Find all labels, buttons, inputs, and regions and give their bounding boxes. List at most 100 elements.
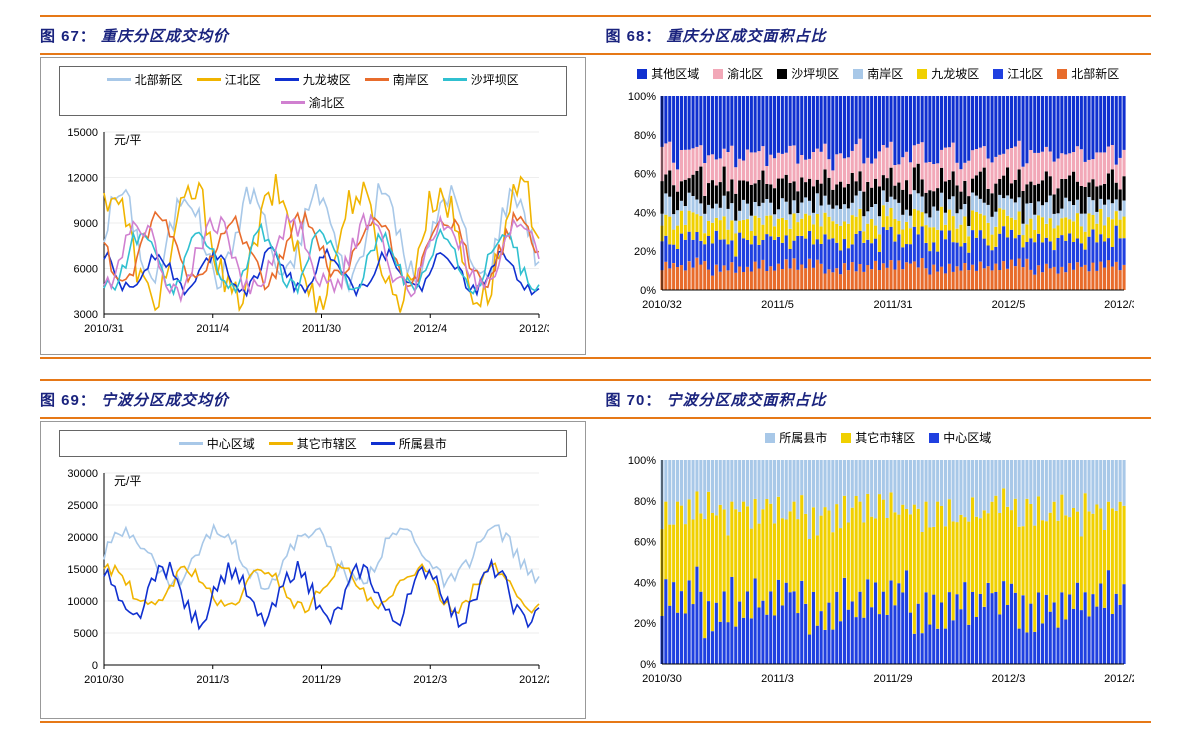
legend-item: 北部新区 (107, 71, 183, 88)
legend-item: 其它市辖区 (269, 435, 357, 452)
legend-label: 南岸区 (867, 65, 903, 82)
legend-swatch (107, 78, 131, 81)
svg-text:20%: 20% (633, 618, 655, 630)
fig68-title: 图 68： 重庆分区成交面积占比 (606, 25, 1152, 46)
row-2-charts: 中心区域其它市辖区所属县市 05000100001500020000250003… (40, 421, 1151, 719)
svg-text:5000: 5000 (74, 628, 98, 640)
panel-69: 图 69： 宁波分区成交均价 (40, 383, 586, 412)
fig68-num: 图 68： (606, 28, 662, 45)
svg-text:2011/29: 2011/29 (873, 673, 912, 685)
legend-swatch (765, 433, 775, 443)
legend-item: 江北区 (993, 65, 1043, 82)
legend-swatch (841, 433, 851, 443)
legend-item: 其他区域 (637, 65, 699, 82)
rule-top-2b (40, 417, 1151, 419)
rule-top-1 (40, 15, 1151, 17)
legend-label: 江北区 (225, 71, 261, 88)
svg-text:3000: 3000 (74, 309, 98, 321)
svg-text:30000: 30000 (67, 468, 98, 480)
chartbox-68: 其他区域渝北区沙坪坝区南岸区九龙坡区江北区北部新区 0%20%40%60%80%… (606, 57, 1152, 353)
fig70-txt: 宁波分区成交面积占比 (667, 392, 827, 409)
panel-70: 图 70： 宁波分区成交面积占比 (606, 383, 1152, 412)
svg-text:元/平: 元/平 (114, 474, 141, 488)
svg-text:2010/31: 2010/31 (84, 323, 124, 335)
svg-text:40%: 40% (633, 577, 655, 589)
legend-swatch (197, 78, 221, 81)
rule-bot-2 (40, 721, 1151, 723)
legend-swatch (281, 101, 305, 104)
svg-text:元/平: 元/平 (114, 133, 141, 147)
fig70-title: 图 70： 宁波分区成交面积占比 (606, 389, 1152, 410)
legend-69: 中心区域 其它市辖区 所属县市 (59, 430, 567, 457)
legend-label: 所属县市 (399, 435, 447, 452)
legend-68: 其他区域渝北区沙坪坝区南岸区九龙坡区江北区北部新区 (614, 65, 1144, 82)
chart-69: 0500010000150002000025000300002010/30201… (49, 463, 549, 693)
svg-text:15000: 15000 (67, 127, 98, 139)
svg-text:60%: 60% (633, 169, 655, 181)
legend-swatch (777, 69, 787, 79)
legend-label: 中心区域 (207, 435, 255, 452)
legend-swatch (371, 442, 395, 445)
svg-text:40%: 40% (633, 207, 655, 219)
legend-label: 其他区域 (651, 65, 699, 82)
legend-item: 九龙坡区 (917, 65, 979, 82)
legend-label: 中心区域 (943, 429, 991, 446)
legend-label: 南岸区 (393, 71, 429, 88)
fig67-num: 图 67： (40, 28, 96, 45)
fig68-txt: 重庆分区成交面积占比 (667, 28, 827, 45)
legend-item: 所属县市 (765, 429, 827, 446)
legend-item: 江北区 (197, 71, 261, 88)
legend-item: 北部新区 (1057, 65, 1119, 82)
svg-text:2012/3: 2012/3 (991, 673, 1025, 685)
svg-text:25000: 25000 (67, 500, 98, 512)
svg-text:80%: 80% (633, 496, 655, 508)
legend-label: 九龙坡区 (931, 65, 979, 82)
fig69-title: 图 69： 宁波分区成交均价 (40, 389, 586, 410)
chart-67: 30006000900012000150002010/312011/42011/… (49, 122, 549, 342)
svg-text:2011/31: 2011/31 (873, 299, 912, 311)
chartbox-70: 所属县市其它市辖区中心区域 0%20%40%60%80%100%2010/302… (606, 421, 1152, 717)
legend-item: 沙坪坝区 (443, 71, 519, 88)
legend-67: 北部新区 江北区九龙坡区 南岸区沙坪坝区渝北区 (59, 66, 567, 116)
legend-swatch (275, 78, 299, 81)
legend-item: 其它市辖区 (841, 429, 915, 446)
chartbox-67: 北部新区江北区九龙坡区南岸区沙坪坝区渝北区 300060009000120001… (40, 57, 586, 355)
svg-text:2011/29: 2011/29 (302, 674, 341, 686)
chart-70: 0%20%40%60%80%100%2010/302011/32011/2920… (614, 452, 1134, 692)
legend-item: 中心区域 (179, 435, 255, 452)
fig67-title: 图 67： 重庆分区成交均价 (40, 25, 586, 46)
legend-swatch (917, 69, 927, 79)
legend-swatch (637, 69, 647, 79)
panel-68: 图 68： 重庆分区成交面积占比 (606, 19, 1152, 48)
svg-text:15000: 15000 (67, 564, 98, 576)
legend-item: 沙坪坝区 (777, 65, 839, 82)
legend-swatch (929, 433, 939, 443)
legend-swatch (713, 69, 723, 79)
legend-label: 其它市辖区 (855, 429, 915, 446)
legend-label: 沙坪坝区 (791, 65, 839, 82)
svg-text:0%: 0% (640, 659, 656, 671)
chart-68: 0%20%40%60%80%100%2010/322011/52011/3120… (614, 88, 1134, 318)
legend-item: 渝北区 (281, 94, 345, 111)
svg-text:9000: 9000 (74, 218, 98, 230)
svg-text:20%: 20% (633, 246, 655, 258)
svg-text:2011/5: 2011/5 (761, 299, 794, 311)
svg-text:2012/30: 2012/30 (519, 323, 549, 335)
svg-text:100%: 100% (627, 455, 655, 467)
svg-text:2010/30: 2010/30 (642, 673, 682, 685)
fig69-txt: 宁波分区成交均价 (101, 392, 229, 409)
legend-item: 所属县市 (371, 435, 447, 452)
svg-text:2011/30: 2011/30 (302, 323, 341, 335)
legend-item: 九龙坡区 (275, 71, 351, 88)
svg-text:0%: 0% (640, 285, 656, 297)
legend-label: 北部新区 (1071, 65, 1119, 82)
svg-text:6000: 6000 (74, 264, 98, 276)
legend-label: 其它市辖区 (297, 435, 357, 452)
svg-text:20000: 20000 (67, 532, 98, 544)
svg-text:2010/32: 2010/32 (642, 299, 682, 311)
svg-text:10000: 10000 (67, 596, 98, 608)
svg-text:2012/4: 2012/4 (413, 323, 447, 335)
legend-item: 南岸区 (365, 71, 429, 88)
fig67-txt: 重庆分区成交均价 (101, 28, 229, 45)
legend-label: 渝北区 (309, 94, 345, 111)
